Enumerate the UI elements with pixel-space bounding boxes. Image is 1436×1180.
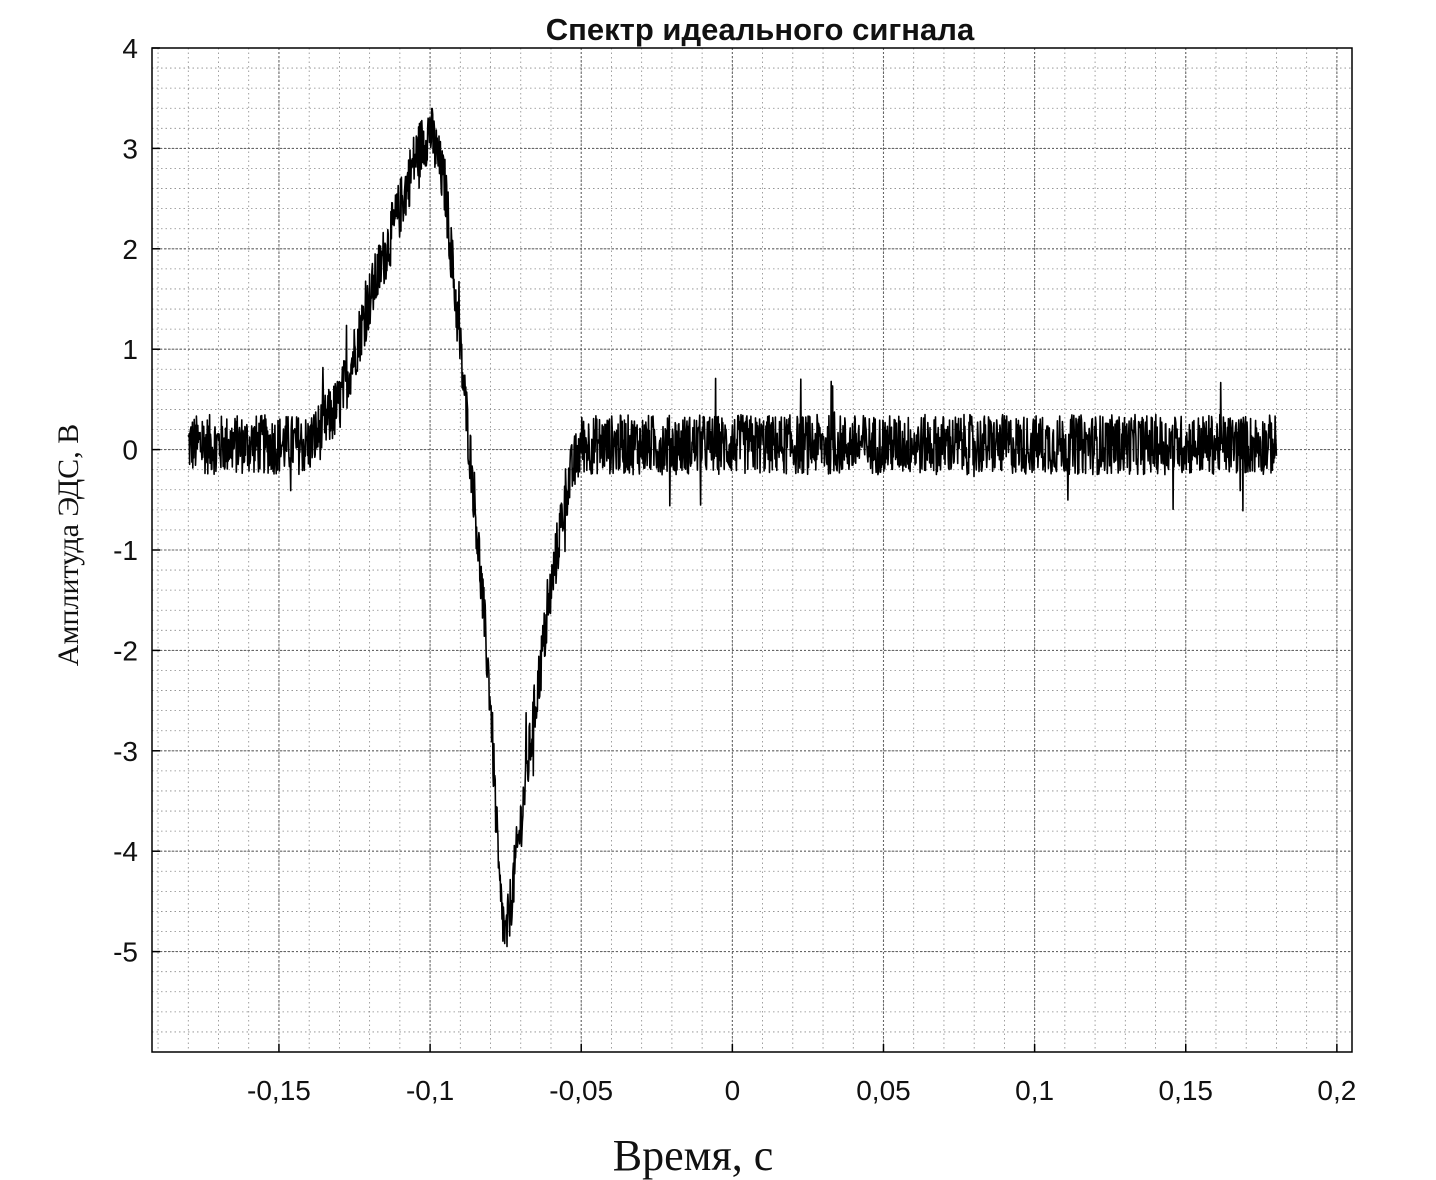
x-tick-label: -0,05 [549, 1075, 613, 1106]
chart-title: Спектр идеального сигнала [546, 12, 975, 47]
x-tick-label: 0,1 [1015, 1075, 1054, 1106]
grid [152, 47, 1352, 1053]
x-tick-label: 0,05 [856, 1075, 911, 1106]
y-tick-label: 3 [122, 133, 138, 164]
y-tick-label: -1 [113, 535, 138, 566]
y-tick-label: -4 [113, 836, 138, 867]
x-tick-label: 0,2 [1317, 1075, 1356, 1106]
y-tick-label: 4 [122, 33, 138, 64]
y-tick-label: -2 [113, 635, 138, 666]
x-tick-label: -0,1 [406, 1075, 454, 1106]
x-tick-label: 0 [725, 1075, 741, 1106]
x-axis-label: Время, с [613, 1131, 774, 1180]
y-tick-label: 0 [122, 435, 138, 466]
series-line-group [187, 107, 1278, 948]
y-tick-label: -3 [113, 736, 138, 767]
y-tick-label: 1 [122, 334, 138, 365]
x-axis-ticks: -0,15 -0,1 -0,05 0 0,05 0,1 0,15 0,2 [247, 1044, 1356, 1106]
x-tick-label: -0,15 [247, 1075, 311, 1106]
x-tick-label: 0,15 [1159, 1075, 1214, 1106]
y-tick-label: -5 [113, 937, 138, 968]
signal-series-line [187, 107, 1278, 948]
y-axis-label: Амплитуда ЭДС, В [52, 424, 85, 666]
y-axis-ticks: 4 3 2 1 0 -1 -2 -3 -4 -5 [113, 33, 160, 968]
y-tick-label: 2 [122, 234, 138, 265]
